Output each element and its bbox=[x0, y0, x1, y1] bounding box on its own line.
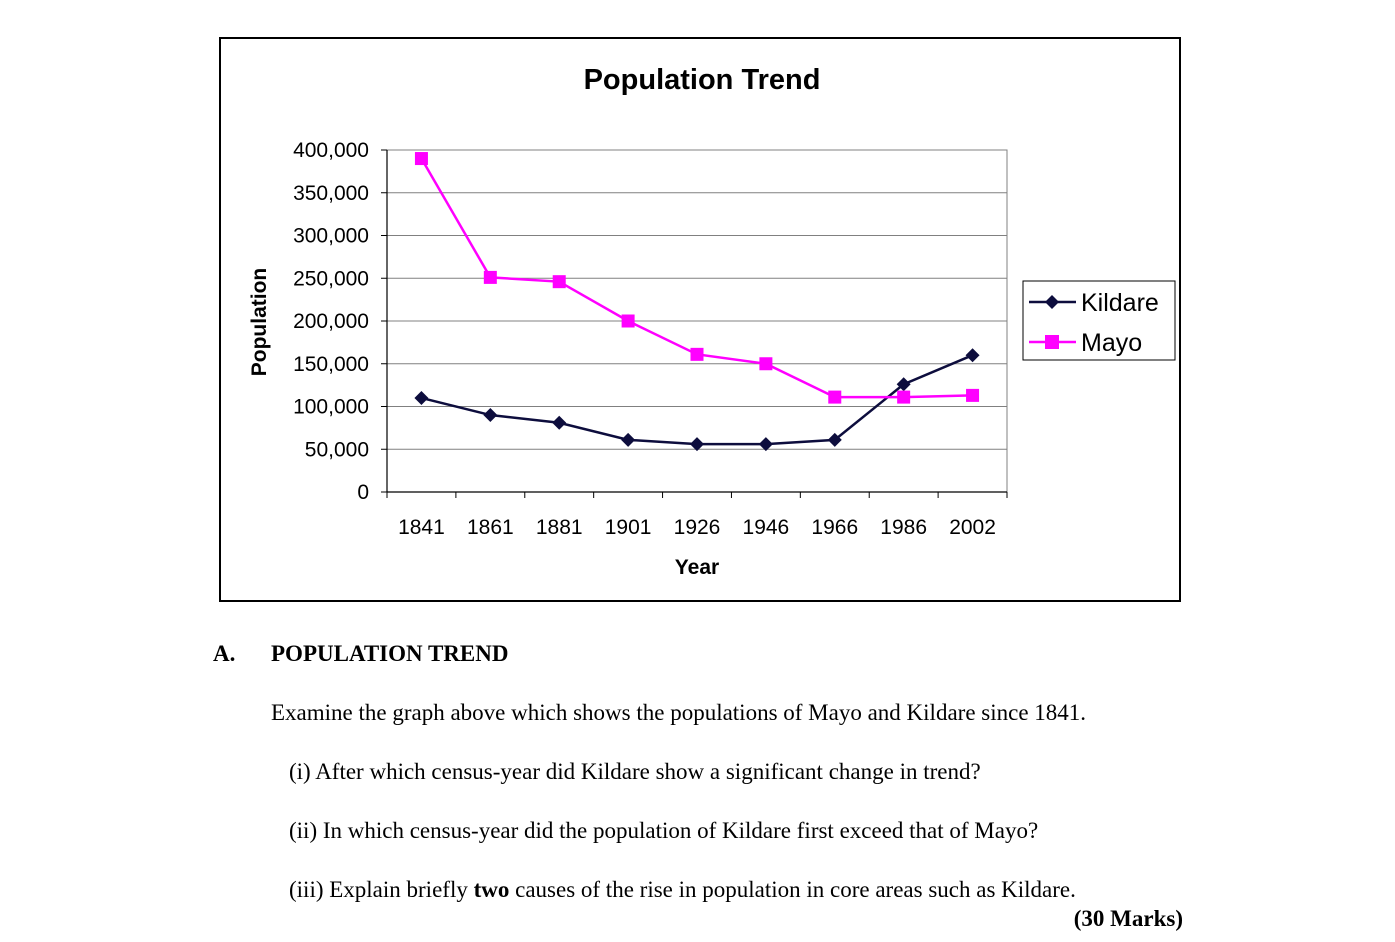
data-point-mayo bbox=[552, 275, 566, 289]
x-tick-label: 1966 bbox=[811, 516, 858, 539]
data-point-kildare bbox=[414, 390, 429, 405]
data-point-kildare bbox=[896, 377, 911, 392]
x-tick-label: 1901 bbox=[605, 516, 652, 539]
population-trend-chart: Population Trend 0 50,000 100,000 150,000 20… bbox=[248, 64, 1176, 579]
y-tick-label: 200,000 bbox=[293, 310, 369, 333]
data-point-mayo bbox=[621, 314, 635, 328]
y-tick-label: 50,000 bbox=[305, 438, 369, 461]
chart-frame: Population Trend 0 50,000 100,000 150,000 20… bbox=[219, 37, 1181, 602]
section-title: POPULATION TREND bbox=[271, 641, 509, 666]
y-tick-label: 350,000 bbox=[293, 182, 369, 205]
legend-kildare-marker bbox=[1045, 295, 1059, 309]
y-tick-label: 150,000 bbox=[293, 353, 369, 376]
data-point-kildare bbox=[621, 432, 636, 447]
x-axis-label: Year bbox=[675, 556, 719, 579]
data-point-mayo bbox=[483, 270, 497, 284]
data-point-kildare bbox=[483, 408, 498, 423]
y-tick-label: 400,000 bbox=[293, 139, 369, 162]
data-point-mayo bbox=[414, 152, 428, 166]
y-tick-label: 250,000 bbox=[293, 267, 369, 290]
marks-label: (30 Marks) bbox=[1073, 906, 1183, 931]
data-point-kildare bbox=[552, 415, 567, 430]
x-tick-label: 2002 bbox=[949, 516, 996, 539]
x-tick-label: 1946 bbox=[743, 516, 790, 539]
legend-mayo-label: Mayo bbox=[1081, 329, 1142, 357]
legend-mayo-marker bbox=[1045, 335, 1059, 349]
data-point-mayo bbox=[966, 388, 980, 402]
intro-text: Examine the graph above which shows the … bbox=[271, 700, 1087, 725]
question-iii-start: (iii) Explain briefly bbox=[289, 877, 474, 902]
data-point-mayo bbox=[897, 390, 911, 404]
data-point-kildare bbox=[965, 348, 980, 363]
chart-title: Population Trend bbox=[584, 64, 821, 96]
x-tick-label: 1926 bbox=[674, 516, 721, 539]
legend: Kildare Mayo bbox=[1022, 280, 1176, 361]
data-point-kildare bbox=[690, 437, 704, 452]
section-letter: A. bbox=[213, 641, 236, 666]
question-ii: (ii) In which census-year did the popula… bbox=[289, 818, 1039, 843]
question-iii-end: causes of the rise in population in core… bbox=[509, 877, 1076, 902]
data-point-kildare bbox=[758, 437, 773, 452]
x-tick-label: 1986 bbox=[880, 516, 927, 539]
data-point-kildare bbox=[827, 432, 842, 447]
y-tick-label: 100,000 bbox=[293, 396, 369, 419]
y-tick-label: 300,000 bbox=[293, 225, 369, 248]
y-axis-label: Population bbox=[248, 268, 271, 377]
y-tick-label: 0 bbox=[357, 481, 369, 504]
data-point-mayo bbox=[828, 390, 842, 404]
legend-kildare-label: Kildare bbox=[1081, 289, 1159, 317]
data-point-mayo bbox=[759, 357, 773, 371]
x-tick-label: 1881 bbox=[536, 516, 583, 539]
data-point-mayo bbox=[690, 347, 704, 361]
question-iii: (iii) Explain briefly two causes of the … bbox=[289, 877, 1076, 903]
x-tick-label: 1841 bbox=[398, 516, 445, 539]
question-i: (i) After which census-year did Kildare … bbox=[289, 759, 981, 784]
x-tick-label: 1861 bbox=[467, 516, 514, 539]
question-iii-emphasis: two bbox=[473, 877, 510, 902]
